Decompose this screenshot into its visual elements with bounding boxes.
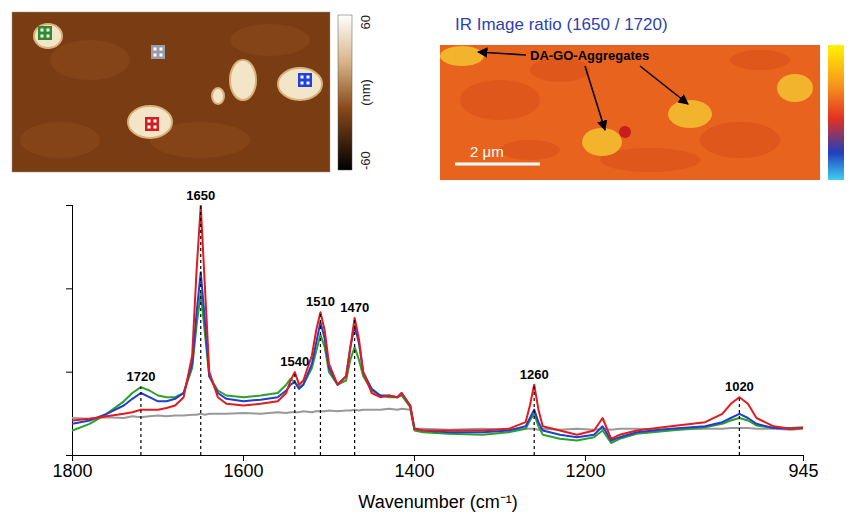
svg-text:Wavenumber (cm⁻¹): Wavenumber (cm⁻¹) — [358, 492, 517, 512]
svg-text:945: 945 — [788, 461, 818, 481]
svg-text:1650: 1650 — [186, 188, 215, 203]
svg-text:-60: -60 — [358, 151, 373, 170]
svg-text:1600: 1600 — [223, 461, 263, 481]
svg-text:IR Image ratio (1650 / 1720): IR Image ratio (1650 / 1720) — [455, 15, 668, 34]
svg-text:1260: 1260 — [520, 367, 549, 382]
svg-text:1540: 1540 — [280, 354, 309, 369]
svg-text:1200: 1200 — [565, 461, 605, 481]
svg-text:60: 60 — [358, 15, 373, 29]
svg-text:DA-GO-Aggregates: DA-GO-Aggregates — [530, 48, 649, 63]
svg-text:1400: 1400 — [394, 461, 434, 481]
svg-text:1470: 1470 — [340, 300, 369, 315]
svg-text:2 μm: 2 μm — [470, 143, 504, 160]
svg-text:1800: 1800 — [52, 461, 92, 481]
svg-text:1510: 1510 — [306, 294, 335, 309]
svg-text:1020: 1020 — [725, 379, 754, 394]
svg-text:(nm): (nm) — [358, 79, 373, 106]
svg-text:1720: 1720 — [126, 369, 155, 384]
